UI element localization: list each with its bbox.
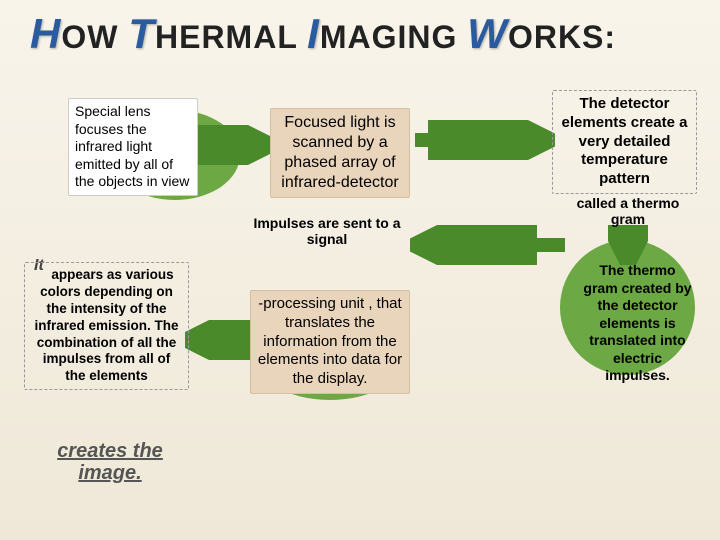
label-creates: creates the image. xyxy=(40,440,180,484)
page-title: HOW THERMAL IMAGING WORKS: xyxy=(30,10,616,58)
text-focused: Focused light is scanned by a phased arr… xyxy=(281,114,398,191)
box-focused: Focused light is scanned by a phased arr… xyxy=(270,108,410,198)
arrow-focused-to-detector xyxy=(410,120,555,160)
box-lens: Special lens focuses the infrared light … xyxy=(68,98,198,196)
text-thermogram: called a thermo gram xyxy=(577,195,680,227)
text-impulses: Impulses are sent to a signal xyxy=(253,215,400,247)
arrow-processing-to-colors xyxy=(185,320,255,360)
box-translated: The thermo gram created by the detector … xyxy=(575,258,700,389)
text-translated: The thermo gram created by the detector … xyxy=(583,262,691,383)
arrow-lens-to-focused xyxy=(195,125,275,165)
text-colors: appears as various colors depending on t… xyxy=(34,267,178,383)
box-detector: The detector elements create a very deta… xyxy=(552,90,697,194)
box-impulses: Impulses are sent to a signal xyxy=(242,215,412,247)
arrow-translated-to-impulses xyxy=(410,225,575,265)
text-detector: The detector elements create a very deta… xyxy=(562,95,688,187)
box-colors: It appears as various colors depending o… xyxy=(24,262,189,390)
text-lens: Special lens focuses the infrared light … xyxy=(75,103,189,189)
box-processing: -processing unit , that translates the i… xyxy=(250,290,410,394)
text-processing: -processing unit , that translates the i… xyxy=(258,295,402,387)
box-thermogram: called a thermo gram xyxy=(568,195,688,227)
